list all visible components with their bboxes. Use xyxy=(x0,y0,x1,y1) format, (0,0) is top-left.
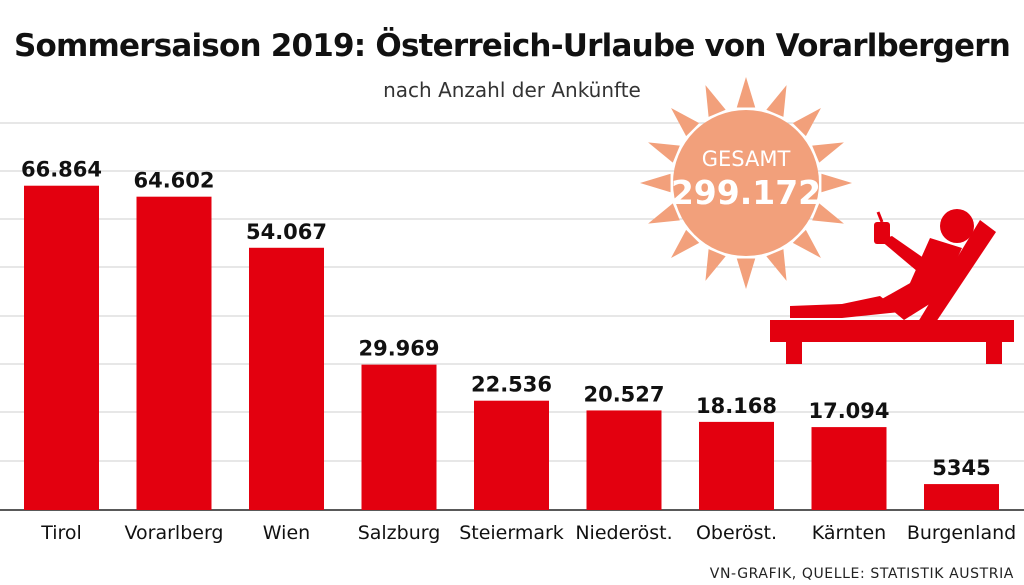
sun-ray xyxy=(671,108,700,137)
chair-seat-shape xyxy=(770,320,1014,342)
value-label: 64.602 xyxy=(133,169,214,193)
sun-ray xyxy=(792,229,821,258)
sun-ray xyxy=(766,85,787,117)
torso-shape xyxy=(906,238,962,300)
bar-niederöst xyxy=(586,410,662,510)
bar-tirol xyxy=(24,185,99,510)
sun-ray xyxy=(812,203,844,224)
bar-salzburg xyxy=(361,364,437,510)
category-label: Salzburg xyxy=(358,522,441,544)
category-label: Niederöst. xyxy=(575,522,672,544)
bar-burgenland xyxy=(924,484,999,510)
chair-leg-left xyxy=(786,342,802,364)
value-label: 22.536 xyxy=(471,373,552,397)
sun-ray xyxy=(640,173,671,193)
sun-ray xyxy=(705,85,726,117)
chair-leg-right xyxy=(986,342,1002,364)
category-label: Kärnten xyxy=(812,522,886,544)
deck-chair-person-icon xyxy=(770,209,1014,364)
value-label: 5345 xyxy=(932,456,990,480)
category-label: Steiermark xyxy=(459,522,564,544)
sun-ray xyxy=(736,258,756,289)
category-labels: Tirol Vorarlberg Wien Salzburg Steiermark Nie… xyxy=(40,522,1016,544)
sun-ray xyxy=(736,77,756,108)
value-label: 66.864 xyxy=(21,158,102,182)
sun-ray xyxy=(648,142,680,163)
sun-ray xyxy=(821,173,852,193)
category-label: Wien xyxy=(263,522,310,544)
value-label: 29.969 xyxy=(358,337,439,361)
straw-shape xyxy=(876,211,884,223)
bar-steiermark xyxy=(474,400,549,510)
bar-oberöst xyxy=(699,421,774,510)
source-note: VN-GRAFIK, QUELLE: STATISTIK AUSTRIA xyxy=(709,566,1014,582)
bar-chart: 66.864 64.602 54.067 29.969 22.536 20.527 18.1… xyxy=(0,77,1024,544)
value-label: 20.527 xyxy=(583,382,664,406)
category-label: Tirol xyxy=(40,522,82,544)
chair-back-shape xyxy=(918,220,996,322)
category-label: Oberöst. xyxy=(696,522,777,544)
value-label: 17.094 xyxy=(808,399,889,423)
sun-ray xyxy=(671,229,700,258)
chart-subtitle: nach Anzahl der Ankünfte xyxy=(383,78,641,102)
bar-vorarlberg xyxy=(136,196,212,510)
sun-ray xyxy=(648,203,680,224)
bar-wien xyxy=(249,247,324,510)
total-value: 299.172 xyxy=(671,173,821,212)
shin-shape xyxy=(790,296,900,318)
bar-kärnten xyxy=(811,427,887,510)
sun-ray xyxy=(705,249,726,281)
head-shape xyxy=(940,209,974,243)
category-label: Burgenland xyxy=(907,522,1016,544)
sun-ray xyxy=(766,249,787,281)
sun-ray xyxy=(812,142,844,163)
value-label: 18.168 xyxy=(696,394,777,418)
sun-ray xyxy=(792,108,821,137)
bars xyxy=(24,185,999,510)
value-labels: 66.864 64.602 54.067 29.969 22.536 20.527 18.1… xyxy=(21,158,991,480)
category-label: Vorarlberg xyxy=(125,522,224,544)
chart-title: Sommersaison 2019: Österreich-Urlaube vo… xyxy=(13,28,1011,64)
sun-icon: GESAMT 299.172 xyxy=(640,77,852,289)
value-label: 54.067 xyxy=(246,220,327,244)
total-label: GESAMT xyxy=(702,147,791,171)
